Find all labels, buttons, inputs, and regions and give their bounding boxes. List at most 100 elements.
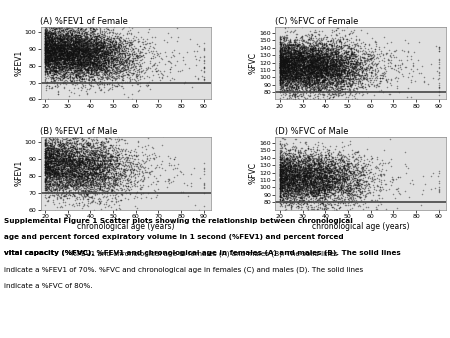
Point	[47, 145, 54, 151]
Point	[56, 16, 63, 21]
Point	[47, 47, 54, 53]
Point	[300, 187, 307, 192]
Point	[64, 67, 71, 72]
Point	[49, 38, 56, 43]
Point	[292, 170, 300, 175]
Point	[308, 61, 315, 66]
Point	[42, 145, 50, 150]
Point	[112, 66, 119, 71]
Point	[349, 65, 356, 70]
Point	[313, 194, 320, 199]
Point	[123, 156, 130, 162]
Point	[54, 79, 61, 84]
Point	[288, 68, 296, 74]
Point	[69, 21, 76, 26]
Point	[42, 46, 49, 52]
Point	[72, 16, 79, 21]
Point	[289, 73, 296, 78]
Point	[80, 57, 87, 63]
Point	[327, 174, 334, 180]
Point	[313, 167, 320, 172]
Point	[86, 160, 93, 166]
Point	[75, 160, 82, 165]
Point	[42, 61, 50, 66]
Point	[62, 56, 69, 61]
Point	[58, 37, 65, 42]
Point	[117, 46, 124, 51]
Point	[122, 169, 129, 175]
Point	[302, 82, 309, 88]
Point	[309, 79, 316, 84]
Point	[46, 52, 53, 57]
Point	[305, 77, 312, 83]
Point	[72, 24, 79, 29]
Point	[69, 48, 76, 53]
Point	[325, 165, 333, 170]
Point	[74, 158, 81, 164]
Point	[284, 84, 292, 90]
Point	[321, 154, 328, 160]
Point	[107, 153, 114, 159]
Point	[110, 62, 117, 67]
Point	[314, 55, 321, 60]
Point	[56, 156, 63, 162]
Point	[91, 18, 99, 24]
Point	[97, 141, 104, 147]
Point	[95, 56, 103, 62]
Point	[58, 51, 65, 56]
Point	[47, 48, 54, 53]
Point	[100, 55, 108, 61]
Point	[348, 52, 355, 57]
Point	[47, 65, 54, 70]
Point	[292, 85, 299, 91]
Point	[325, 84, 333, 90]
Point	[81, 46, 89, 51]
Point	[92, 161, 99, 166]
Point	[83, 174, 90, 179]
Point	[332, 67, 339, 72]
Point	[82, 190, 90, 196]
Point	[291, 64, 298, 70]
Point	[284, 152, 291, 157]
Point	[109, 38, 117, 44]
Point	[59, 48, 67, 53]
Point	[65, 50, 72, 56]
Point	[280, 69, 287, 75]
Point	[66, 167, 73, 172]
Point	[293, 43, 300, 49]
Point	[292, 178, 300, 184]
Point	[369, 56, 376, 61]
Point	[313, 67, 320, 73]
Point	[46, 48, 53, 53]
Point	[317, 84, 324, 89]
Point	[278, 37, 285, 42]
Point	[88, 166, 95, 171]
Point	[297, 73, 305, 78]
Point	[291, 174, 298, 179]
Point	[148, 144, 155, 149]
Point	[120, 168, 127, 174]
Point	[63, 57, 70, 63]
Point	[324, 165, 331, 171]
Point	[314, 58, 321, 64]
Point	[85, 152, 92, 157]
Point	[301, 161, 308, 167]
Point	[42, 167, 49, 172]
Point	[50, 36, 57, 41]
Point	[319, 182, 326, 187]
Point	[61, 56, 68, 61]
Point	[316, 184, 324, 189]
Point	[279, 182, 286, 187]
Point	[278, 83, 285, 89]
Point	[98, 67, 105, 72]
Point	[303, 175, 310, 181]
Point	[278, 211, 285, 216]
Point	[339, 86, 346, 91]
Point	[135, 174, 142, 179]
Point	[347, 89, 354, 95]
Point	[343, 25, 351, 30]
Point	[288, 183, 295, 188]
Point	[335, 71, 342, 76]
Point	[289, 186, 297, 192]
Point	[89, 69, 96, 74]
